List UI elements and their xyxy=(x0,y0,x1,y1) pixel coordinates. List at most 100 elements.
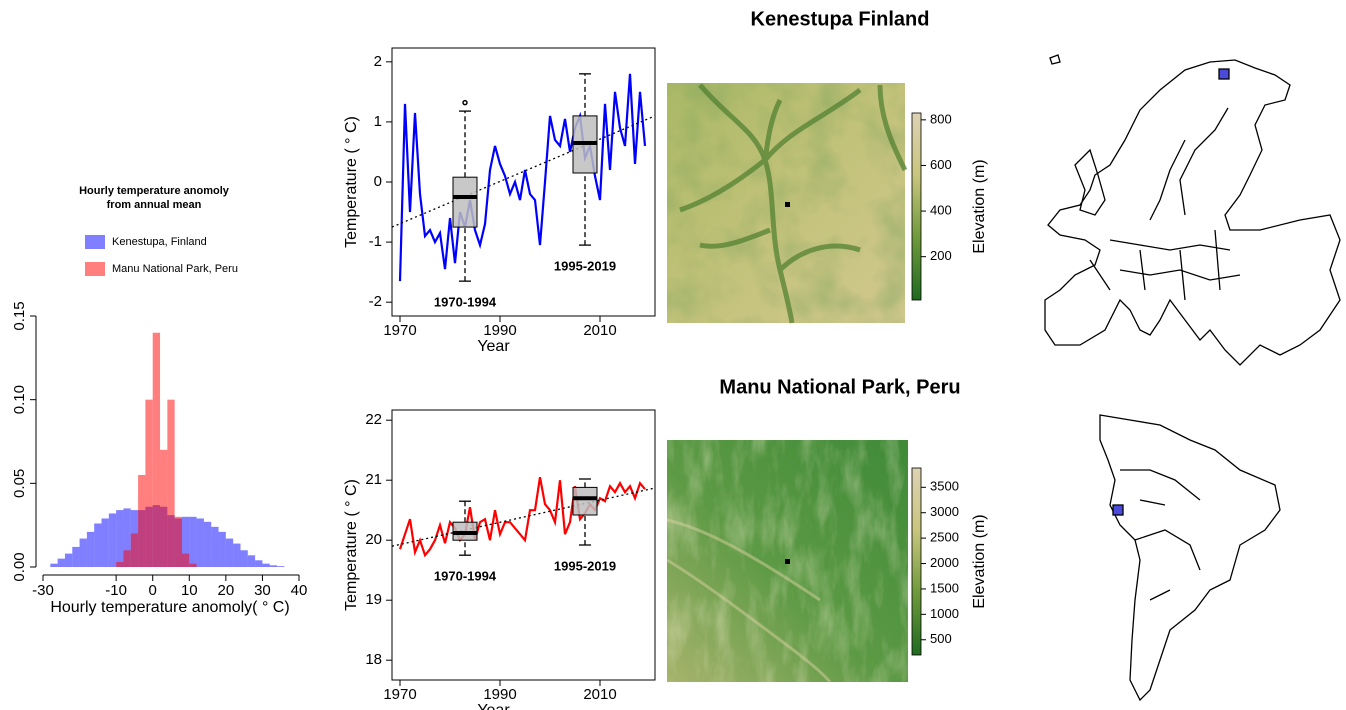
chart-title: from annual mean xyxy=(107,199,202,211)
histogram-bar xyxy=(277,566,284,567)
x-axis-label: Year xyxy=(477,702,510,710)
x-tick-label: 2010 xyxy=(583,686,616,703)
histogram-bar xyxy=(138,475,145,567)
colorbar xyxy=(912,468,921,655)
histogram-bar xyxy=(248,555,255,567)
histogram-bar xyxy=(94,523,101,567)
histogram-bar xyxy=(197,518,204,567)
histogram-bar xyxy=(270,565,277,567)
map-peru xyxy=(667,440,908,682)
colorbar xyxy=(912,113,921,300)
box-label: 1970-1994 xyxy=(434,295,497,310)
x-tick-label: 2010 xyxy=(583,322,616,339)
histogram-bar xyxy=(50,564,57,567)
colorbar-tick-label: 3500 xyxy=(930,479,959,494)
y-tick-label: 20 xyxy=(365,531,382,548)
y-tick-label: 18 xyxy=(365,651,382,668)
colorbar-tick-label: 1500 xyxy=(930,580,959,595)
histogram-bar xyxy=(262,564,269,567)
colorbar-tick-label: 800 xyxy=(930,111,952,126)
x-tick-label: 1990 xyxy=(483,686,516,703)
y-tick-label: 0.00 xyxy=(11,552,28,581)
x-tick-label: -10 xyxy=(105,582,127,599)
legend-swatch xyxy=(85,235,105,249)
colorbar-tick-label: 600 xyxy=(930,157,952,172)
box xyxy=(573,487,597,515)
histogram-bar xyxy=(182,554,189,567)
x-tick-label: 20 xyxy=(218,582,235,599)
box-outlier xyxy=(463,101,467,105)
histogram-bar xyxy=(240,550,247,567)
histogram-bar xyxy=(226,539,233,567)
y-tick-label: 0.05 xyxy=(11,469,28,498)
colorbar-label: Elevation (m) xyxy=(971,514,988,608)
box-label: 1995-2019 xyxy=(554,558,616,573)
colorbar-tick-label: 200 xyxy=(930,248,952,263)
colorbar-tick-label: 1000 xyxy=(930,606,959,621)
histogram-bar xyxy=(189,564,196,567)
x-tick-label: 1970 xyxy=(383,322,416,339)
box-label: 1970-1994 xyxy=(434,569,497,584)
y-tick-label: 2 xyxy=(374,53,382,70)
histogram-bar xyxy=(175,517,182,567)
colorbar-tick-label: 2500 xyxy=(930,530,959,545)
x-axis-label: Hourly temperature anomoly( ° C) xyxy=(50,599,289,616)
figure: Kenestupa, Finland Manu National Park, Pe… xyxy=(0,0,1346,710)
x-tick-label: -30 xyxy=(32,582,54,599)
box-label: 1995-2019 xyxy=(554,259,616,274)
histogram-bar xyxy=(167,400,174,567)
page: {"chart_data": [ {"type": "histogram", "… xyxy=(0,0,1346,710)
legend-swatch xyxy=(85,262,105,276)
colorbar-tick-label: 3000 xyxy=(930,504,959,519)
europe-outline xyxy=(1045,55,1340,365)
x-tick-label: 1970 xyxy=(383,686,416,703)
histogram-bar xyxy=(233,544,240,567)
trend-line xyxy=(392,116,655,227)
histogram-bar xyxy=(204,522,211,567)
histogram-bar xyxy=(153,333,160,567)
histogram-bar xyxy=(131,534,138,567)
series-line xyxy=(400,74,645,281)
histogram-bar xyxy=(123,550,130,567)
histogram-bar xyxy=(80,539,87,567)
y-tick-label: 1 xyxy=(374,113,382,130)
x-tick-label: 1990 xyxy=(483,322,516,339)
south-america-outline xyxy=(1100,415,1280,700)
x-tick-label: 10 xyxy=(181,582,198,599)
y-axis-label: Temperature ( ° C) xyxy=(343,116,360,248)
histogram-bar xyxy=(189,517,196,567)
histogram-bar xyxy=(109,513,116,567)
histogram-bar xyxy=(72,547,79,567)
colorbar-tick-label: 2000 xyxy=(930,555,959,570)
x-tick-label: 0 xyxy=(149,582,157,599)
histogram-bar xyxy=(65,554,72,567)
map-finland xyxy=(667,83,905,323)
histogram-bar xyxy=(116,510,123,567)
histogram-bar xyxy=(145,400,152,567)
y-tick-label: -1 xyxy=(369,233,382,250)
y-axis-label: Temperature ( ° C) xyxy=(343,479,360,611)
y-tick-label: 0.15 xyxy=(11,301,28,330)
map-title: Kenestupa Finland xyxy=(751,8,930,30)
colorbar-tick-label: 500 xyxy=(930,631,952,646)
x-tick-label: 40 xyxy=(291,582,308,599)
chart-title: Hourly temperature anomoly xyxy=(79,185,230,197)
histogram-bar xyxy=(160,450,167,567)
y-tick-label: 22 xyxy=(365,411,382,428)
y-tick-label: -2 xyxy=(369,293,382,310)
legend-label: Manu National Park, Peru xyxy=(112,263,238,275)
histogram-bar xyxy=(255,560,262,567)
histogram-bar xyxy=(58,559,65,567)
series-line xyxy=(400,477,645,555)
x-axis-label: Year xyxy=(477,338,510,355)
histogram-bar xyxy=(87,532,94,567)
y-tick-label: 19 xyxy=(365,591,382,608)
map-title: Manu National Park, Peru xyxy=(719,376,960,398)
colorbar-tick-label: 400 xyxy=(930,202,952,217)
y-tick-label: 21 xyxy=(365,471,382,488)
histogram-bar xyxy=(219,532,226,567)
box xyxy=(453,177,477,227)
colorbar-label: Elevation (m) xyxy=(971,159,988,253)
histogram-bar xyxy=(211,527,218,567)
legend-label: Kenestupa, Finland xyxy=(112,236,207,248)
